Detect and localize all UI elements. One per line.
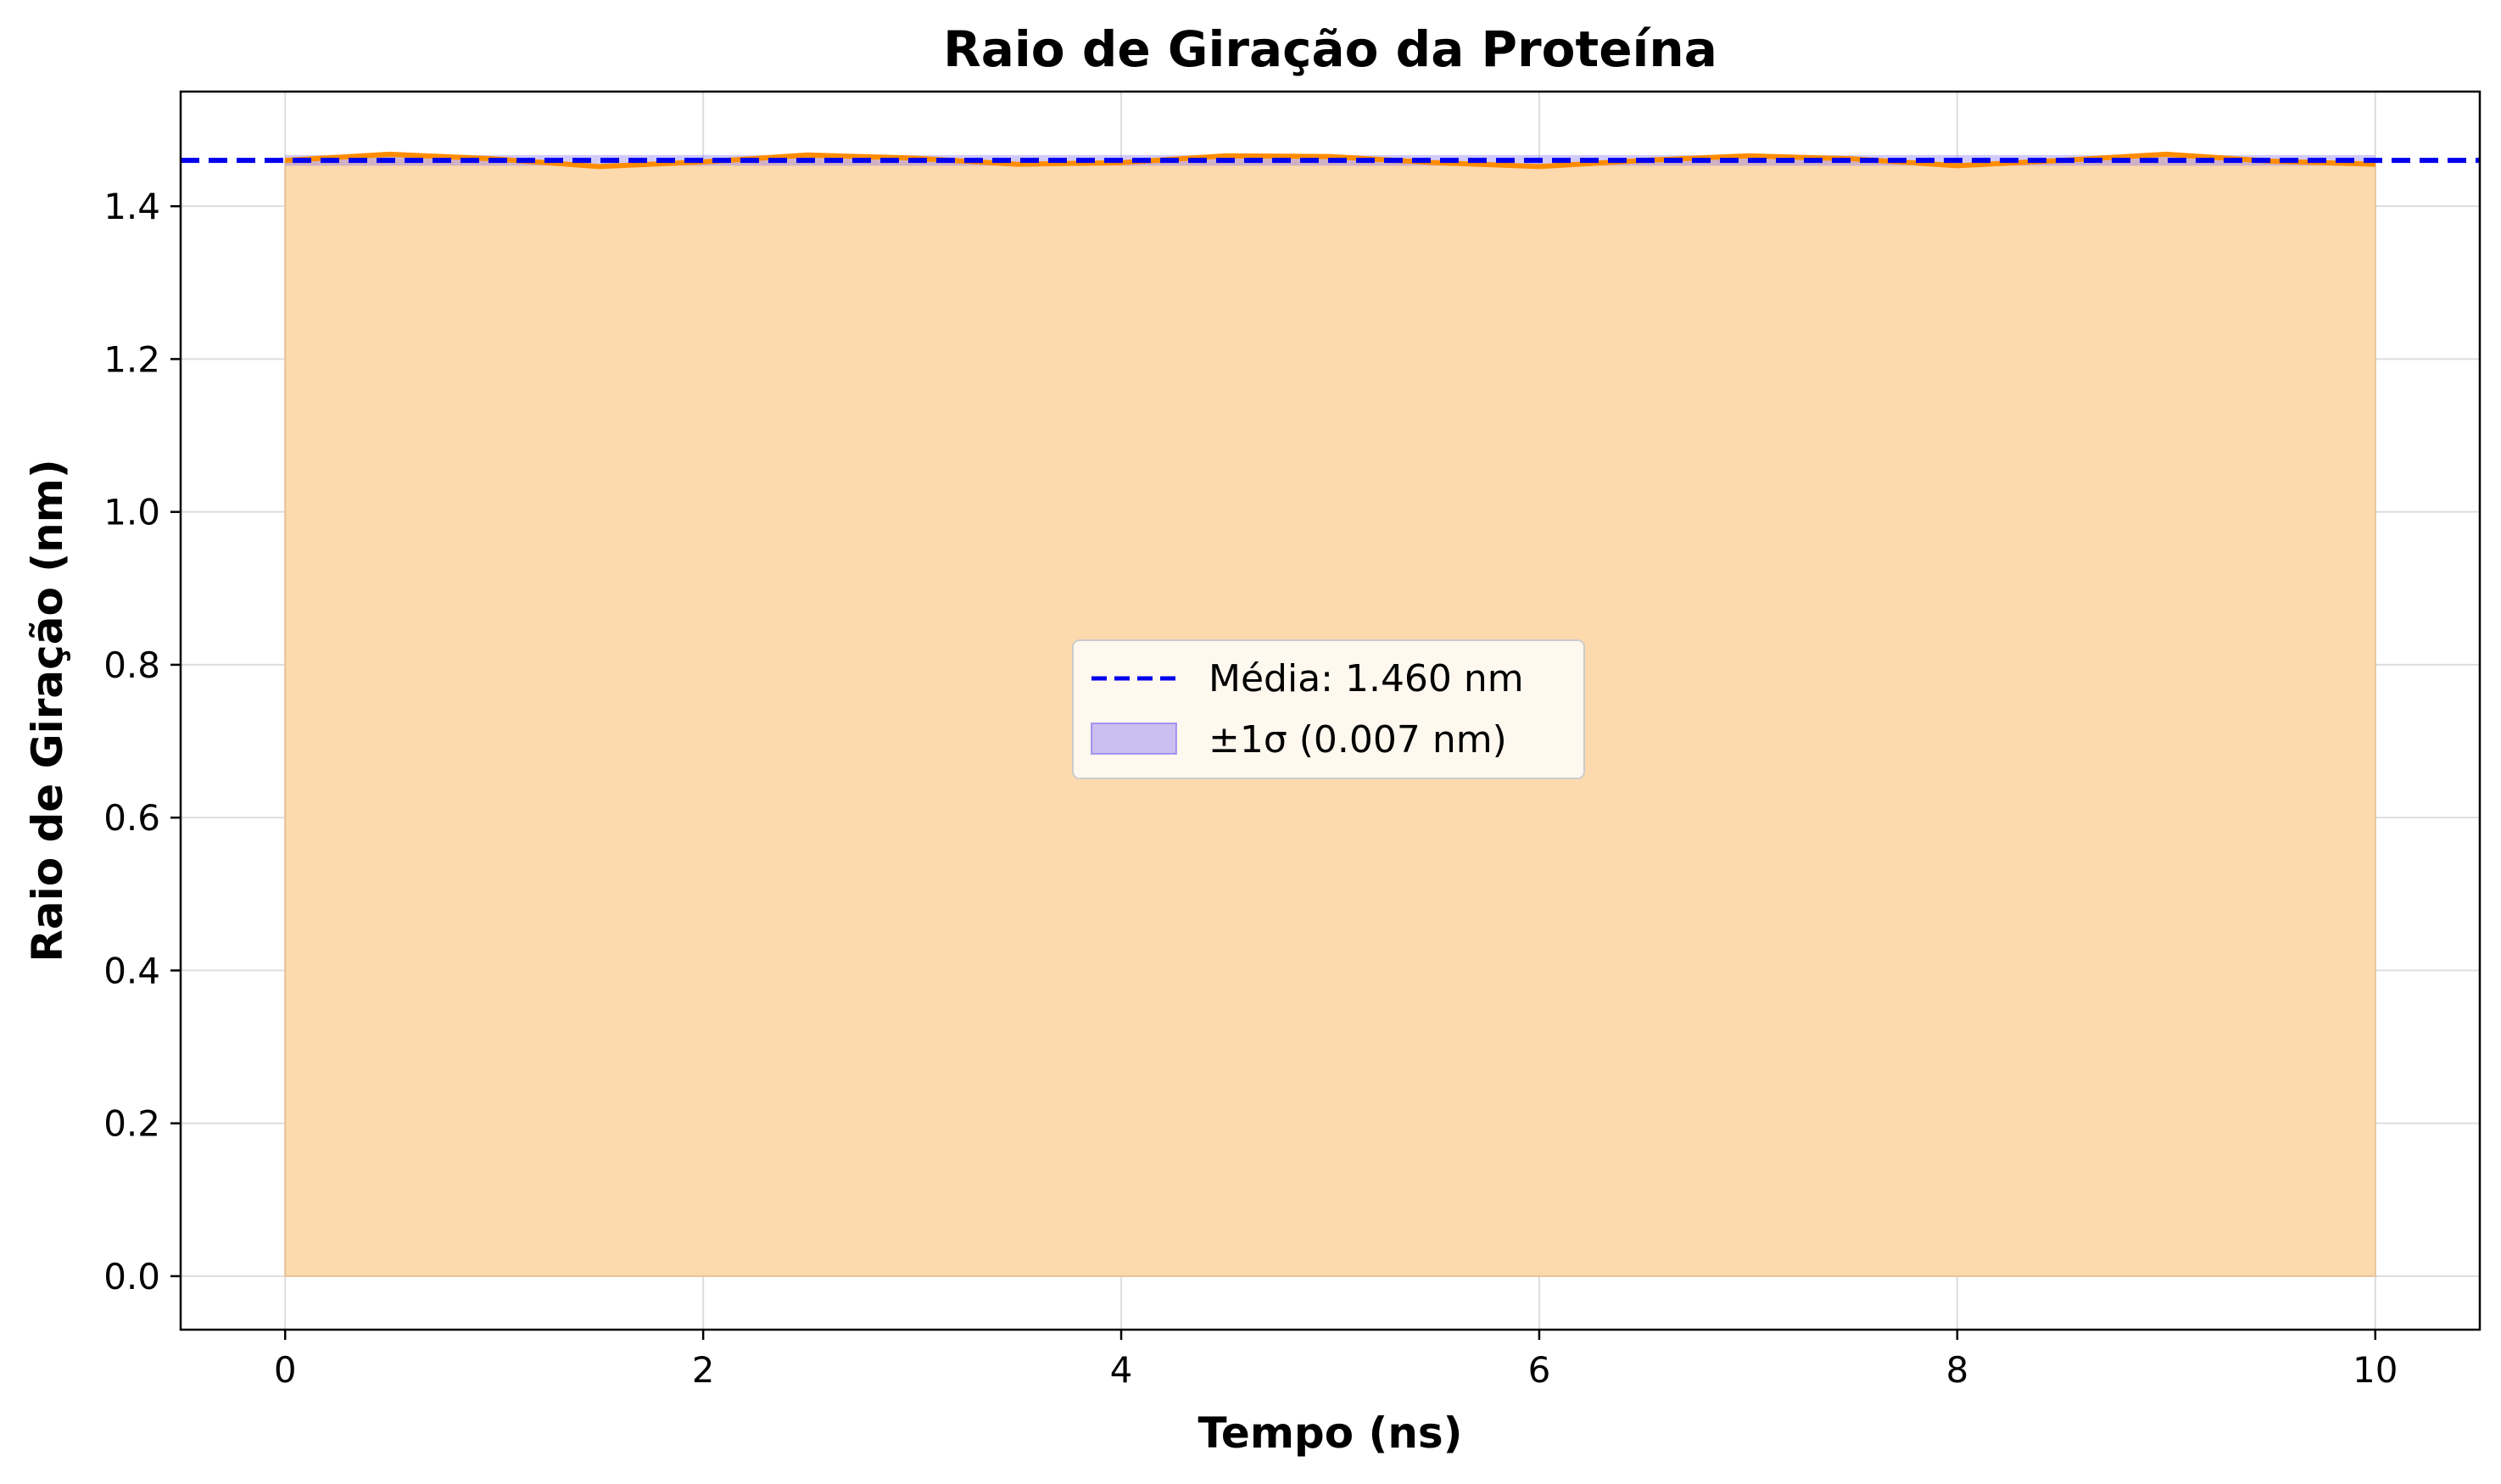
y-tick-label: 1.4 [103, 186, 160, 227]
x-tick-label: 0 [274, 1349, 297, 1391]
x-axis-label: Tempo (ns) [1197, 1409, 1462, 1458]
y-tick-label: 1.0 [103, 492, 160, 533]
legend-std-label: ±1σ (0.007 nm) [1209, 718, 1507, 762]
chart-title: Raio de Giração da Proteína [943, 20, 1717, 78]
y-tick-label: 0.2 [103, 1103, 160, 1145]
x-tick-label: 4 [1110, 1349, 1133, 1391]
series-line [285, 151, 2375, 170]
legend-box [1072, 639, 1585, 779]
axes-frame [179, 90, 2481, 1331]
y-axis-label: Raio de Giração (nm) [23, 459, 72, 962]
x-tick-label: 10 [2353, 1349, 2398, 1391]
y-tick-label: 0.6 [103, 797, 160, 839]
y-tick-label: 0.4 [103, 950, 160, 991]
legend: Média: 1.460 nm ±1σ (0.007 nm) [1072, 639, 1585, 779]
x-tick-label: 8 [1946, 1349, 1968, 1391]
x-tick-label: 6 [1528, 1349, 1551, 1391]
y-tick-label: 0.8 [103, 644, 160, 686]
legend-std-swatch [1091, 722, 1177, 755]
y-tick-label: 1.2 [103, 338, 160, 380]
x-tick-label: 2 [692, 1349, 715, 1391]
legend-mean-label: Média: 1.460 nm [1209, 657, 1524, 700]
axis-ticks: 0 2 4 6 8 10 0.0 0.2 0.4 0.6 0.8 1.0 1.2 1.4 [103, 186, 2398, 1391]
y-tick-label: 0.0 [103, 1256, 160, 1297]
